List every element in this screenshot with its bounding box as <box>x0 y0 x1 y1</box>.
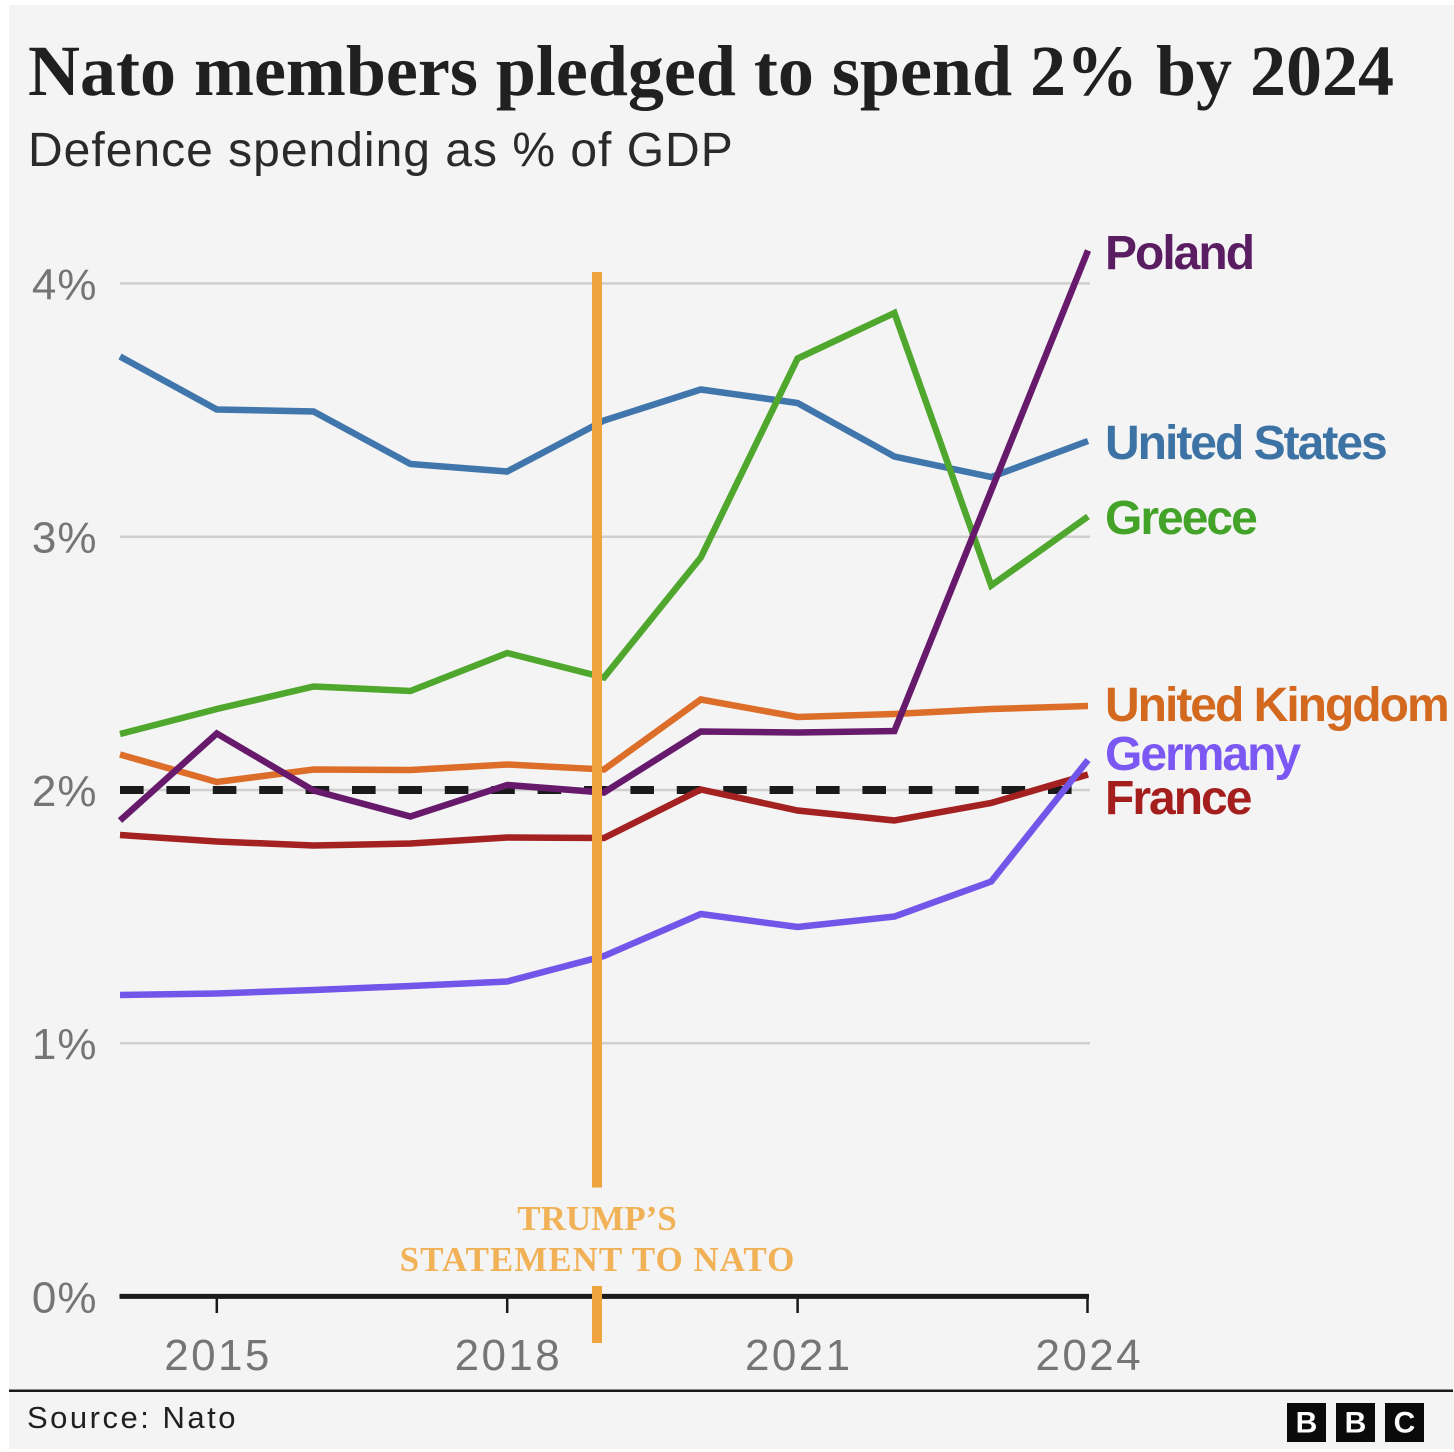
svg-text:2%: 2% <box>32 767 98 816</box>
svg-text:1%: 1% <box>32 1020 98 1069</box>
svg-text:2024: 2024 <box>1035 1331 1142 1380</box>
svg-text:France: France <box>1105 772 1252 825</box>
svg-text:United Kingdom: United Kingdom <box>1105 679 1448 732</box>
svg-text:B: B <box>1296 1407 1318 1440</box>
svg-text:TRUMP’S: TRUMP’S <box>517 1199 676 1238</box>
svg-text:4%: 4% <box>32 260 98 309</box>
svg-text:2021: 2021 <box>745 1331 852 1380</box>
svg-text:Nato members pledged to spend: Nato members pledged to spend 2% by 2024 <box>28 31 1394 111</box>
svg-text:Germany: Germany <box>1105 728 1301 781</box>
svg-text:3%: 3% <box>32 514 98 563</box>
svg-text:Defence spending as % of GDP: Defence spending as % of GDP <box>28 124 734 177</box>
svg-text:2015: 2015 <box>164 1331 271 1380</box>
svg-text:Greece: Greece <box>1105 492 1257 545</box>
svg-text:Source: Nato: Source: Nato <box>27 1400 238 1435</box>
svg-text:C: C <box>1394 1407 1416 1440</box>
svg-text:United States: United States <box>1105 417 1386 470</box>
svg-text:Poland: Poland <box>1105 227 1253 280</box>
svg-text:B: B <box>1345 1407 1367 1440</box>
svg-text:0%: 0% <box>32 1273 98 1322</box>
svg-text:2018: 2018 <box>455 1331 562 1380</box>
svg-text:STATEMENT TO NATO: STATEMENT TO NATO <box>400 1240 796 1279</box>
